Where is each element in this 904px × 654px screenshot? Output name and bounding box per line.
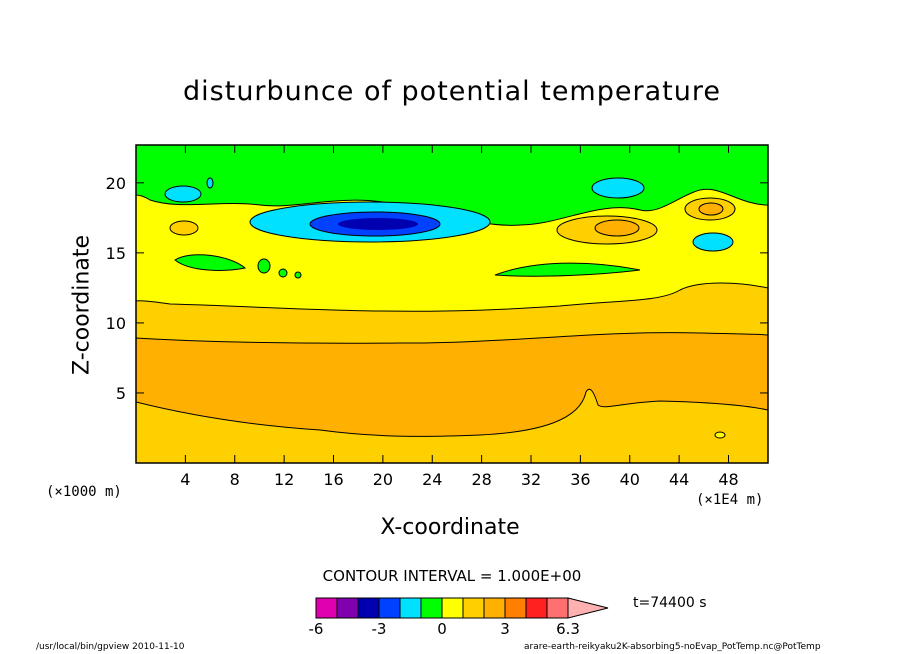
x-axis-label: X-coordinate xyxy=(380,515,520,540)
green-island-right xyxy=(494,262,641,277)
x-axis: 4 8 12 16 20 24 28 32 36 40 44 48 xyxy=(180,145,739,489)
colorbar-swatch xyxy=(546,597,569,619)
cyan-region-right-low xyxy=(692,232,734,252)
band-orange xyxy=(136,332,768,437)
colorbar-swatch xyxy=(357,597,380,619)
x-tick-label: 24 xyxy=(422,470,442,489)
orange-core-mid xyxy=(594,219,640,237)
green-spot-2 xyxy=(278,268,288,278)
x-tick-label: 44 xyxy=(669,470,689,489)
cyan-region-right-top xyxy=(591,177,645,199)
x-tick-label: 28 xyxy=(471,470,491,489)
colorbar-swatch xyxy=(462,597,485,619)
yellow-spot-bottom xyxy=(714,431,726,439)
y-tick-label: 10 xyxy=(106,314,126,333)
green-spot-3 xyxy=(294,271,302,279)
colorbar-label: 6.3 xyxy=(556,620,580,638)
colorbar-swatch xyxy=(399,597,422,619)
footer-right: arare-earth-reikyaku2K-absorbing5-noEvap… xyxy=(524,642,821,652)
x-tick-label: 16 xyxy=(323,470,343,489)
colorbar-label: -6 xyxy=(309,620,324,638)
green-spot-1 xyxy=(257,258,271,274)
cyan-spot xyxy=(206,177,214,189)
x-tick-label: 20 xyxy=(373,470,393,489)
colorbar-swatch xyxy=(504,597,527,619)
x-tick-label: 48 xyxy=(718,470,738,489)
orange-core-right xyxy=(698,202,724,216)
colorbar-swatch xyxy=(378,597,401,619)
colorbar-swatch xyxy=(441,597,464,619)
colorbar-swatch xyxy=(336,597,359,619)
x-tick-label: 40 xyxy=(620,470,640,489)
dark-blue-core xyxy=(338,218,418,230)
chart-title: disturbunce of potential temperature xyxy=(183,76,721,107)
plot-area xyxy=(136,145,768,463)
y-tick-label: 15 xyxy=(106,244,126,263)
orange-region-left xyxy=(169,220,199,236)
colorbar-label: -3 xyxy=(372,620,387,638)
colorbar-swatch xyxy=(525,597,548,619)
x-tick-label: 8 xyxy=(230,470,240,489)
colorbar: -6 -3 0 3 6.3 xyxy=(309,597,609,638)
colorbar-label: 0 xyxy=(437,620,447,638)
time-label: t=74400 s xyxy=(633,595,707,611)
colorbar-arrow xyxy=(567,597,609,619)
x-tick-label: 4 xyxy=(180,470,190,489)
colorbar-swatch xyxy=(420,597,443,619)
plot-frame xyxy=(135,144,769,464)
footer-left: /usr/local/bin/gpview 2010-11-10 xyxy=(36,642,185,652)
x-tick-label: 36 xyxy=(570,470,590,489)
contour-interval-label: CONTOUR INTERVAL = 1.000E+00 xyxy=(322,567,582,585)
y-tick-label: 5 xyxy=(116,384,126,403)
colorbar-swatch xyxy=(483,597,506,619)
y-tick-label: 20 xyxy=(106,174,126,193)
x-unit-left: (×1000 m) xyxy=(46,484,122,500)
colorbar-label: 3 xyxy=(500,620,510,638)
x-tick-label: 32 xyxy=(521,470,541,489)
cyan-region-left xyxy=(164,185,202,203)
colorbar-swatch xyxy=(315,597,338,619)
green-island-left xyxy=(174,254,247,271)
x-unit-right: (×1E4 m) xyxy=(696,492,764,508)
x-tick-label: 12 xyxy=(274,470,294,489)
y-axis: 5 10 15 20 xyxy=(106,174,768,403)
